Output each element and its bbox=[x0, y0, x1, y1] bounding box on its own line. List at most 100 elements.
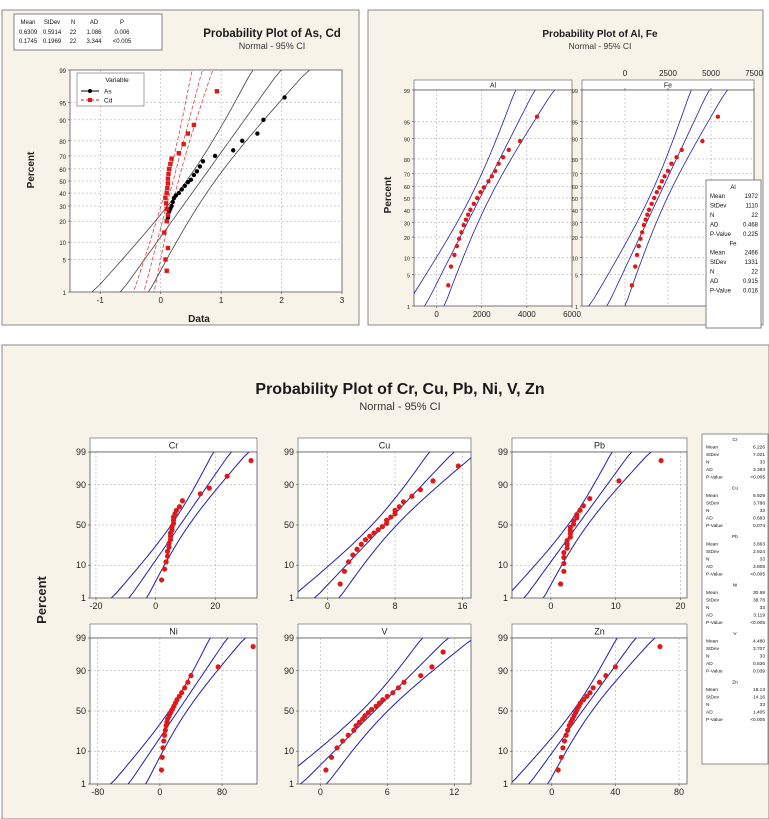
stats-table-six-metals: Cr Mean 6.226 StDev 7.021 N 33 AD 3.383 P-Value <0… bbox=[706, 437, 765, 723]
top-x-tick-label-fe: 2500 bbox=[659, 69, 677, 78]
stats-key: StDev bbox=[706, 549, 720, 555]
data-point-cd bbox=[165, 181, 171, 186]
data-point-as bbox=[231, 148, 236, 153]
data-point-cu bbox=[384, 517, 390, 523]
stats-value: 38.78 bbox=[753, 598, 765, 604]
data-point-v bbox=[323, 767, 329, 773]
stats-key: Mean bbox=[706, 687, 718, 693]
panel-label-cr: Cr bbox=[169, 441, 179, 451]
data-point-cr bbox=[179, 498, 186, 504]
data-point-cu bbox=[375, 527, 381, 533]
stats-key: Mean bbox=[706, 590, 718, 596]
stats-key: AD bbox=[710, 279, 719, 285]
data-point-as bbox=[173, 193, 178, 198]
data-point-fe bbox=[636, 243, 641, 249]
data-point-cd bbox=[214, 89, 220, 94]
data-point-v bbox=[376, 700, 383, 706]
stats-key: AD bbox=[706, 613, 713, 619]
legend-title: Variable bbox=[105, 77, 129, 84]
stats-value: 22 bbox=[751, 213, 758, 219]
data-point-ni bbox=[162, 727, 168, 733]
figure-six-metals-subtitle: Normal - 95% CI bbox=[359, 401, 440, 413]
data-point-cd bbox=[164, 218, 169, 224]
data-point-cr bbox=[158, 577, 165, 583]
data-point-pb bbox=[558, 581, 564, 587]
data-point-ni bbox=[215, 664, 221, 670]
data-point-as bbox=[185, 179, 191, 185]
data-point-cr bbox=[164, 553, 171, 559]
data-point-al bbox=[493, 168, 498, 174]
y-tick-label-al: 40 bbox=[404, 209, 410, 215]
stats-group-label: Cr bbox=[732, 437, 737, 443]
y-tick-label-as-cd: 50 bbox=[59, 180, 66, 186]
y-tick-label-al: 80 bbox=[404, 158, 410, 164]
data-point-cu bbox=[337, 581, 343, 587]
data-point-pb bbox=[658, 457, 664, 464]
data-point-v bbox=[351, 727, 357, 733]
y-tick-label-pb: 10 bbox=[498, 560, 508, 570]
ci-upper-cu bbox=[338, 457, 471, 598]
stats-value: 6.929 bbox=[753, 493, 765, 499]
stats-key: N bbox=[706, 460, 710, 466]
stats-key: AD bbox=[706, 564, 713, 570]
stats-key: Mean bbox=[710, 194, 725, 200]
stats-group-label: Pb bbox=[732, 534, 738, 540]
y-tick-label-zn: 90 bbox=[498, 666, 508, 676]
y-tick-label-v: 90 bbox=[284, 666, 294, 676]
y-tick-label-fe: 40 bbox=[572, 209, 578, 215]
y-tick-label-ni: 99 bbox=[76, 633, 86, 643]
y-tick-label-fe: 50 bbox=[572, 197, 578, 203]
x-tick-label-ni: 80 bbox=[217, 787, 227, 797]
x-tick-label-v: 6 bbox=[385, 787, 390, 797]
stats-header-cell: StDev bbox=[44, 20, 60, 26]
y-tick-label-as-cd: 10 bbox=[59, 241, 66, 247]
data-point-ni bbox=[161, 732, 168, 738]
data-point-pb bbox=[580, 503, 586, 509]
x-tick-label-as-cd: 0 bbox=[158, 296, 163, 305]
stats-value: 22 bbox=[751, 270, 758, 276]
stats-value: 2466 bbox=[745, 251, 759, 257]
y-tick-label-as-cd: 70 bbox=[59, 155, 66, 161]
stats-cell: <0.005 bbox=[113, 39, 132, 45]
stats-group-label: Al bbox=[730, 185, 735, 191]
y-tick-label-as-cd: 5 bbox=[63, 258, 67, 264]
data-point-zn bbox=[577, 700, 584, 706]
stats-key: StDev bbox=[710, 260, 726, 266]
x-tick-label-v: 0 bbox=[318, 787, 323, 797]
data-point-fe bbox=[649, 201, 654, 207]
data-point-fe bbox=[659, 179, 665, 184]
data-point-fe bbox=[629, 283, 635, 288]
data-point-al bbox=[465, 212, 471, 217]
y-tick-label-cu: 50 bbox=[284, 520, 294, 530]
data-point-al bbox=[454, 243, 460, 249]
x-tick-label-al: 0 bbox=[434, 310, 439, 319]
stats-cell: 22 bbox=[70, 39, 77, 45]
y-tick-label-fe: 20 bbox=[572, 236, 578, 242]
data-point-zn bbox=[560, 745, 566, 751]
data-point-cd bbox=[181, 141, 186, 147]
data-point-fe bbox=[679, 147, 684, 153]
data-point-zn bbox=[587, 690, 593, 696]
stats-value: 3.119 bbox=[753, 613, 765, 619]
data-point-pb bbox=[564, 541, 570, 547]
stats-key: Mean bbox=[706, 542, 718, 548]
x-tick-label-cu: 16 bbox=[458, 601, 468, 611]
y-tick-label-v: 99 bbox=[284, 633, 294, 643]
stats-value: 3.383 bbox=[753, 467, 765, 473]
data-point-cu bbox=[371, 530, 377, 536]
y-tick-label-al: 1 bbox=[407, 305, 410, 311]
stats-header-cell: P bbox=[120, 20, 124, 26]
stats-key: N bbox=[710, 213, 714, 219]
stats-value: 1972 bbox=[745, 194, 759, 200]
stats-key: N bbox=[706, 605, 710, 611]
x-tick-label-cr: 20 bbox=[210, 601, 220, 611]
y-tick-label-al: 95 bbox=[404, 121, 410, 127]
y-tick-label-al: 99 bbox=[404, 89, 410, 95]
fit-line-cd bbox=[143, 70, 204, 292]
data-point-cu bbox=[388, 514, 394, 520]
data-point-cd bbox=[168, 161, 173, 167]
data-point-fe bbox=[665, 168, 671, 174]
data-point-cu bbox=[362, 537, 369, 543]
y-tick-label-pb: 50 bbox=[498, 520, 508, 530]
y-tick-label-al: 20 bbox=[404, 236, 410, 242]
